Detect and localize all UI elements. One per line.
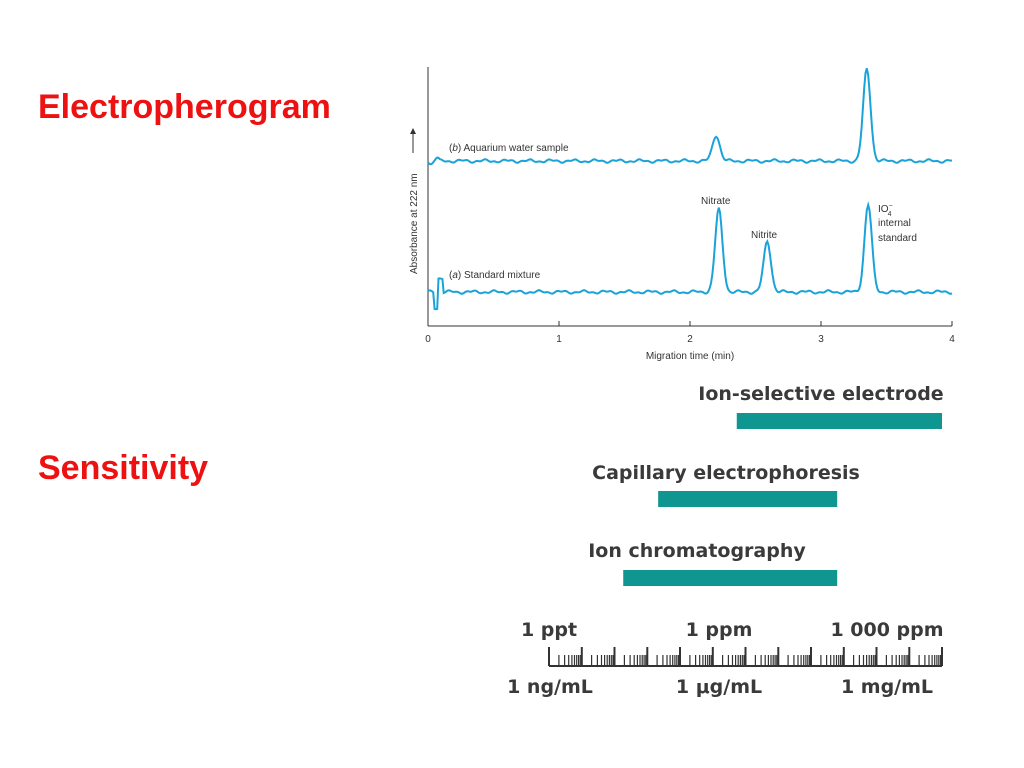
- peak-label-standard: standard: [878, 233, 917, 244]
- series-trace-a: [427, 201, 953, 311]
- series-label-a: (a) Standard mixture: [449, 270, 541, 281]
- y-axis-label: Absorbance at 222 nm: [409, 173, 420, 274]
- x-tick-label: 3: [818, 334, 824, 345]
- y-axis-arrowhead: [410, 128, 416, 134]
- scale-label-1mgml: 1 mg/mL: [841, 676, 933, 698]
- scale-ticks: [548, 647, 943, 666]
- range-bar: [736, 413, 942, 429]
- heading-sensitivity: Sensitivity: [38, 449, 209, 487]
- range-bar: [623, 570, 838, 586]
- x-tick-label: 4: [949, 334, 955, 345]
- peak-label-internal: internal: [878, 218, 911, 229]
- series-label-b: (b) Aquarium water sample: [449, 143, 569, 154]
- range-bars: [623, 413, 942, 586]
- x-tick-label: 0: [425, 334, 431, 345]
- range-label-ion-chromatography: Ion chromatography: [588, 540, 806, 562]
- range-label-capillary-electrophoresis: Capillary electrophoresis: [592, 462, 860, 484]
- range-label-ion-selective-electrode: Ion-selective electrode: [698, 383, 943, 405]
- scale-label-1ngml: 1 ng/mL: [507, 676, 593, 698]
- scale-label-1000ppm: 1 000 ppm: [830, 619, 943, 641]
- x-axis-label: Migration time (min): [646, 351, 734, 362]
- scale-label-1ppt: 1 ppt: [521, 619, 577, 641]
- sensitivity-chart: Ion-selective electrode Capillary electr…: [507, 383, 944, 698]
- heading-electropherogram: Electropherogram: [38, 88, 331, 126]
- x-tick-label: 2: [687, 334, 693, 345]
- peak-label-nitrite: Nitrite: [751, 230, 778, 241]
- x-ticks: 0 1 2 3 4: [425, 321, 955, 345]
- range-bar: [658, 491, 838, 507]
- series-trace-b: [427, 68, 953, 166]
- scale-label-1ugml: 1 μg/mL: [676, 676, 762, 698]
- peak-label-nitrate: Nitrate: [701, 196, 731, 207]
- x-tick-label: 1: [556, 334, 562, 345]
- scale-label-1ppm: 1 ppm: [686, 619, 753, 641]
- peak-label-io4: IO− 4: [878, 203, 893, 218]
